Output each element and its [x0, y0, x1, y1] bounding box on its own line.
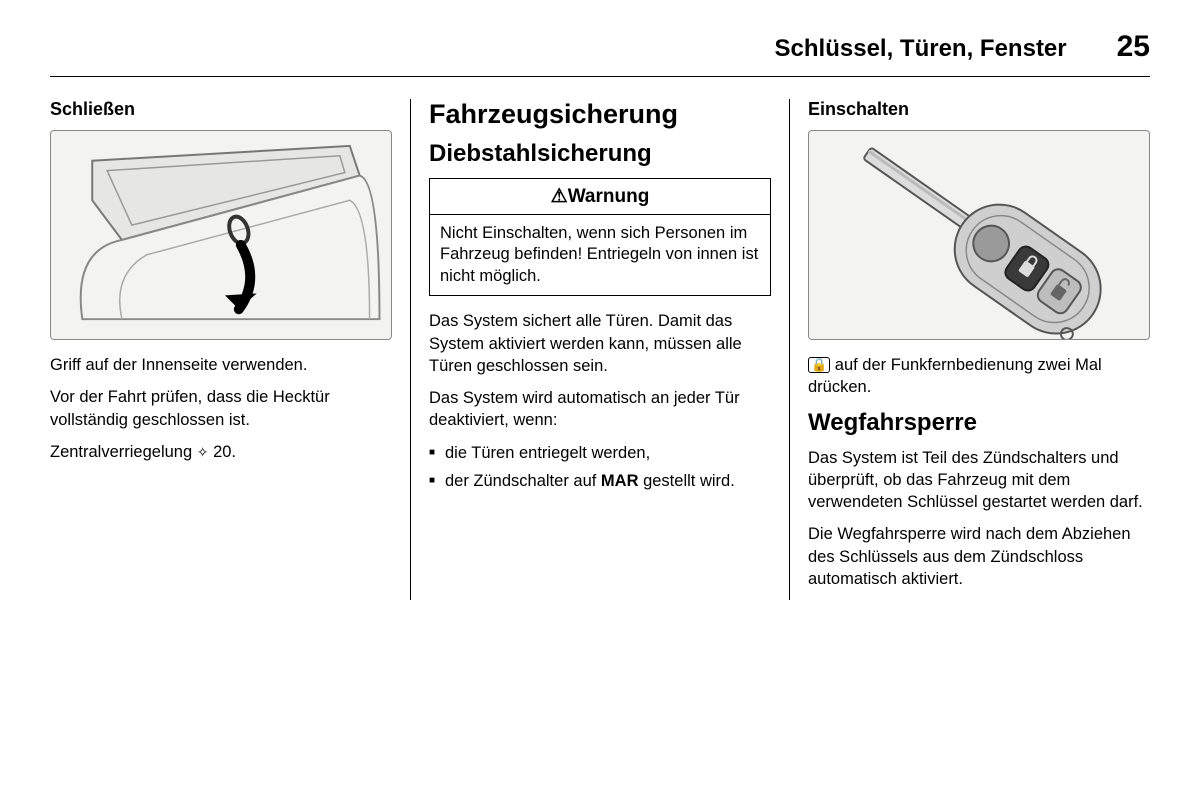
warning-text: Nicht Einschalten, wenn sich Per­sonen i…: [430, 215, 770, 295]
lock-button-icon: 🔒: [808, 357, 830, 373]
col2-li2-a: der Zündschalter auf: [445, 472, 601, 490]
content-columns: Schließen Griff auf der Innenseite verwe…: [50, 99, 1150, 600]
warning-heading: ⚠Warnung: [430, 179, 770, 215]
col3-heading-wegfahrsperre: Wegfahrsperre: [808, 409, 1150, 437]
column-3: Einschalten: [789, 99, 1150, 600]
col2-li2-c: gestellt wird.: [639, 472, 735, 490]
col2-p2: Das System wird automatisch an je­der Tü…: [429, 387, 771, 432]
col2-p1: Das System sichert alle Türen. Damit das…: [429, 310, 771, 377]
col2-heading-fahrzeugsicherung: Fahrzeugsicherung: [429, 99, 771, 130]
figure-trunk-closing: [50, 130, 392, 340]
col3-p1-text: auf der Funkfernbedienung zwei Mal drück…: [808, 356, 1102, 396]
col3-heading-einschalten: Einschalten: [808, 99, 1150, 120]
column-2: Fahrzeugsicherung Diebstahlsicherung ⚠Wa…: [410, 99, 789, 600]
col2-li1: die Türen entriegelt werden,: [429, 442, 771, 464]
col2-li2: der Zündschalter auf MAR gestellt wird.: [429, 470, 771, 492]
col1-p3-pageref: 20.: [213, 443, 236, 461]
remote-key-icon: [809, 131, 1149, 339]
xref-arrow-icon: ✧: [197, 443, 209, 462]
figure-remote-key: [808, 130, 1150, 340]
header-section-title: Schlüssel, Türen, Fenster: [775, 35, 1067, 63]
col3-p1: 🔒 auf der Funkfernbedienung zwei Mal drü…: [808, 354, 1150, 399]
col1-p1: Griff auf der Innenseite verwenden.: [50, 354, 392, 376]
col2-heading-diebstahlsicherung: Diebstahlsicherung: [429, 140, 771, 168]
warning-label: Warnung: [568, 186, 650, 207]
col1-p2: Vor der Fahrt prüfen, dass die Heck­tür …: [50, 386, 392, 431]
warning-triangle-icon: ⚠: [551, 186, 568, 207]
col2-li2-mar: MAR: [601, 472, 639, 490]
col1-heading-schliessen: Schließen: [50, 99, 392, 120]
col1-p3-text: Zentralverriegelung: [50, 443, 197, 461]
col3-p2: Das System ist Teil des Zündschal­ters u…: [808, 447, 1150, 514]
col3-p3: Die Wegfahrsperre wird nach dem Abziehen…: [808, 523, 1150, 590]
col2-list-deactivate: die Türen entriegelt werden, der Zündsch…: [429, 442, 771, 493]
page-header: Schlüssel, Türen, Fenster 25: [50, 30, 1150, 77]
column-1: Schließen Griff auf der Innenseite verwe…: [50, 99, 410, 600]
col1-p3: Zentralverriegelung ✧ 20.: [50, 441, 392, 463]
trunk-closing-icon: [51, 131, 391, 339]
warning-box: ⚠Warnung Nicht Einschalten, wenn sich Pe…: [429, 178, 771, 296]
page-number: 25: [1117, 30, 1150, 64]
